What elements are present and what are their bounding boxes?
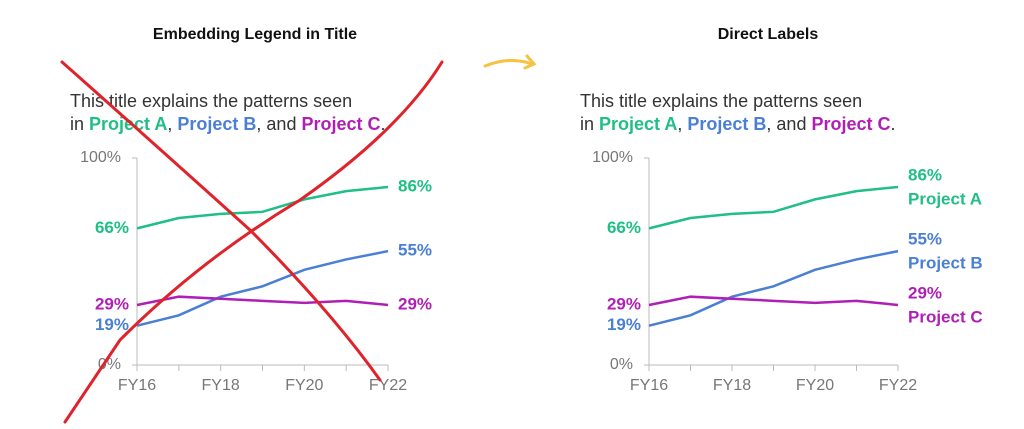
x-tick-label: FY20 xyxy=(796,377,834,394)
value-label: 29% xyxy=(908,283,942,302)
y-tick-label: 0% xyxy=(610,356,633,373)
series-line xyxy=(648,249,899,327)
series-label: Project A xyxy=(908,189,982,208)
series-label: Project B xyxy=(908,254,983,273)
series-name: Project A xyxy=(89,114,167,134)
arrow xyxy=(483,59,534,68)
value-label: 19% xyxy=(95,315,129,334)
subtitle-part: , xyxy=(167,114,177,134)
x-tick-label: FY20 xyxy=(285,377,323,394)
series-line xyxy=(648,295,899,307)
series-name: Project B xyxy=(687,114,766,134)
cross-out xyxy=(63,60,444,424)
subtitle-part: , and xyxy=(256,114,301,134)
value-label: 29% xyxy=(95,294,129,313)
value-label: 19% xyxy=(607,315,641,334)
subtitle-part: , xyxy=(677,114,687,134)
value-label: 29% xyxy=(398,294,432,313)
y-tick-label: 100% xyxy=(592,149,633,166)
x-tick-label: FY18 xyxy=(713,377,751,394)
subtitle: This title explains the patterns seen xyxy=(70,91,352,111)
value-label: 66% xyxy=(95,218,129,237)
series-line xyxy=(136,295,389,307)
arrow-head xyxy=(523,54,537,70)
subtitle-part: in xyxy=(70,114,89,134)
subtitle-part: in xyxy=(580,114,599,134)
cross-out xyxy=(60,60,382,382)
y-tick-label: 0% xyxy=(98,356,121,373)
series-name: Project A xyxy=(599,114,677,134)
value-label: 86% xyxy=(398,176,432,195)
subtitle-part: . xyxy=(381,114,386,134)
x-tick-label: FY22 xyxy=(879,377,917,394)
x-tick-label: FY18 xyxy=(202,377,240,394)
series-name: Project C xyxy=(811,114,890,134)
subtitle-part: . xyxy=(891,114,896,134)
subtitle-part: , and xyxy=(766,114,811,134)
series-label: Project C xyxy=(908,307,983,326)
series-line xyxy=(136,185,389,230)
y-tick-label: 100% xyxy=(80,149,121,166)
series-name: Project C xyxy=(301,114,380,134)
series-name: Project B xyxy=(177,114,256,134)
subtitle: in Project A, Project B, and Project C. xyxy=(70,114,386,134)
chart-title: Direct Labels xyxy=(718,26,819,43)
x-tick-label: FY22 xyxy=(369,377,407,394)
value-label: 55% xyxy=(398,241,432,260)
x-tick-label: FY16 xyxy=(118,377,156,394)
value-label: 55% xyxy=(908,230,942,249)
value-label: 86% xyxy=(908,165,942,184)
series-line xyxy=(136,249,389,327)
x-tick-label: FY16 xyxy=(630,377,668,394)
subtitle: in Project A, Project B, and Project C. xyxy=(580,114,896,134)
chart-title: Embedding Legend in Title xyxy=(153,26,357,43)
subtitle: This title explains the patterns seen xyxy=(580,91,862,111)
value-label: 66% xyxy=(607,218,641,237)
value-label: 29% xyxy=(607,294,641,313)
series-line xyxy=(648,185,899,230)
